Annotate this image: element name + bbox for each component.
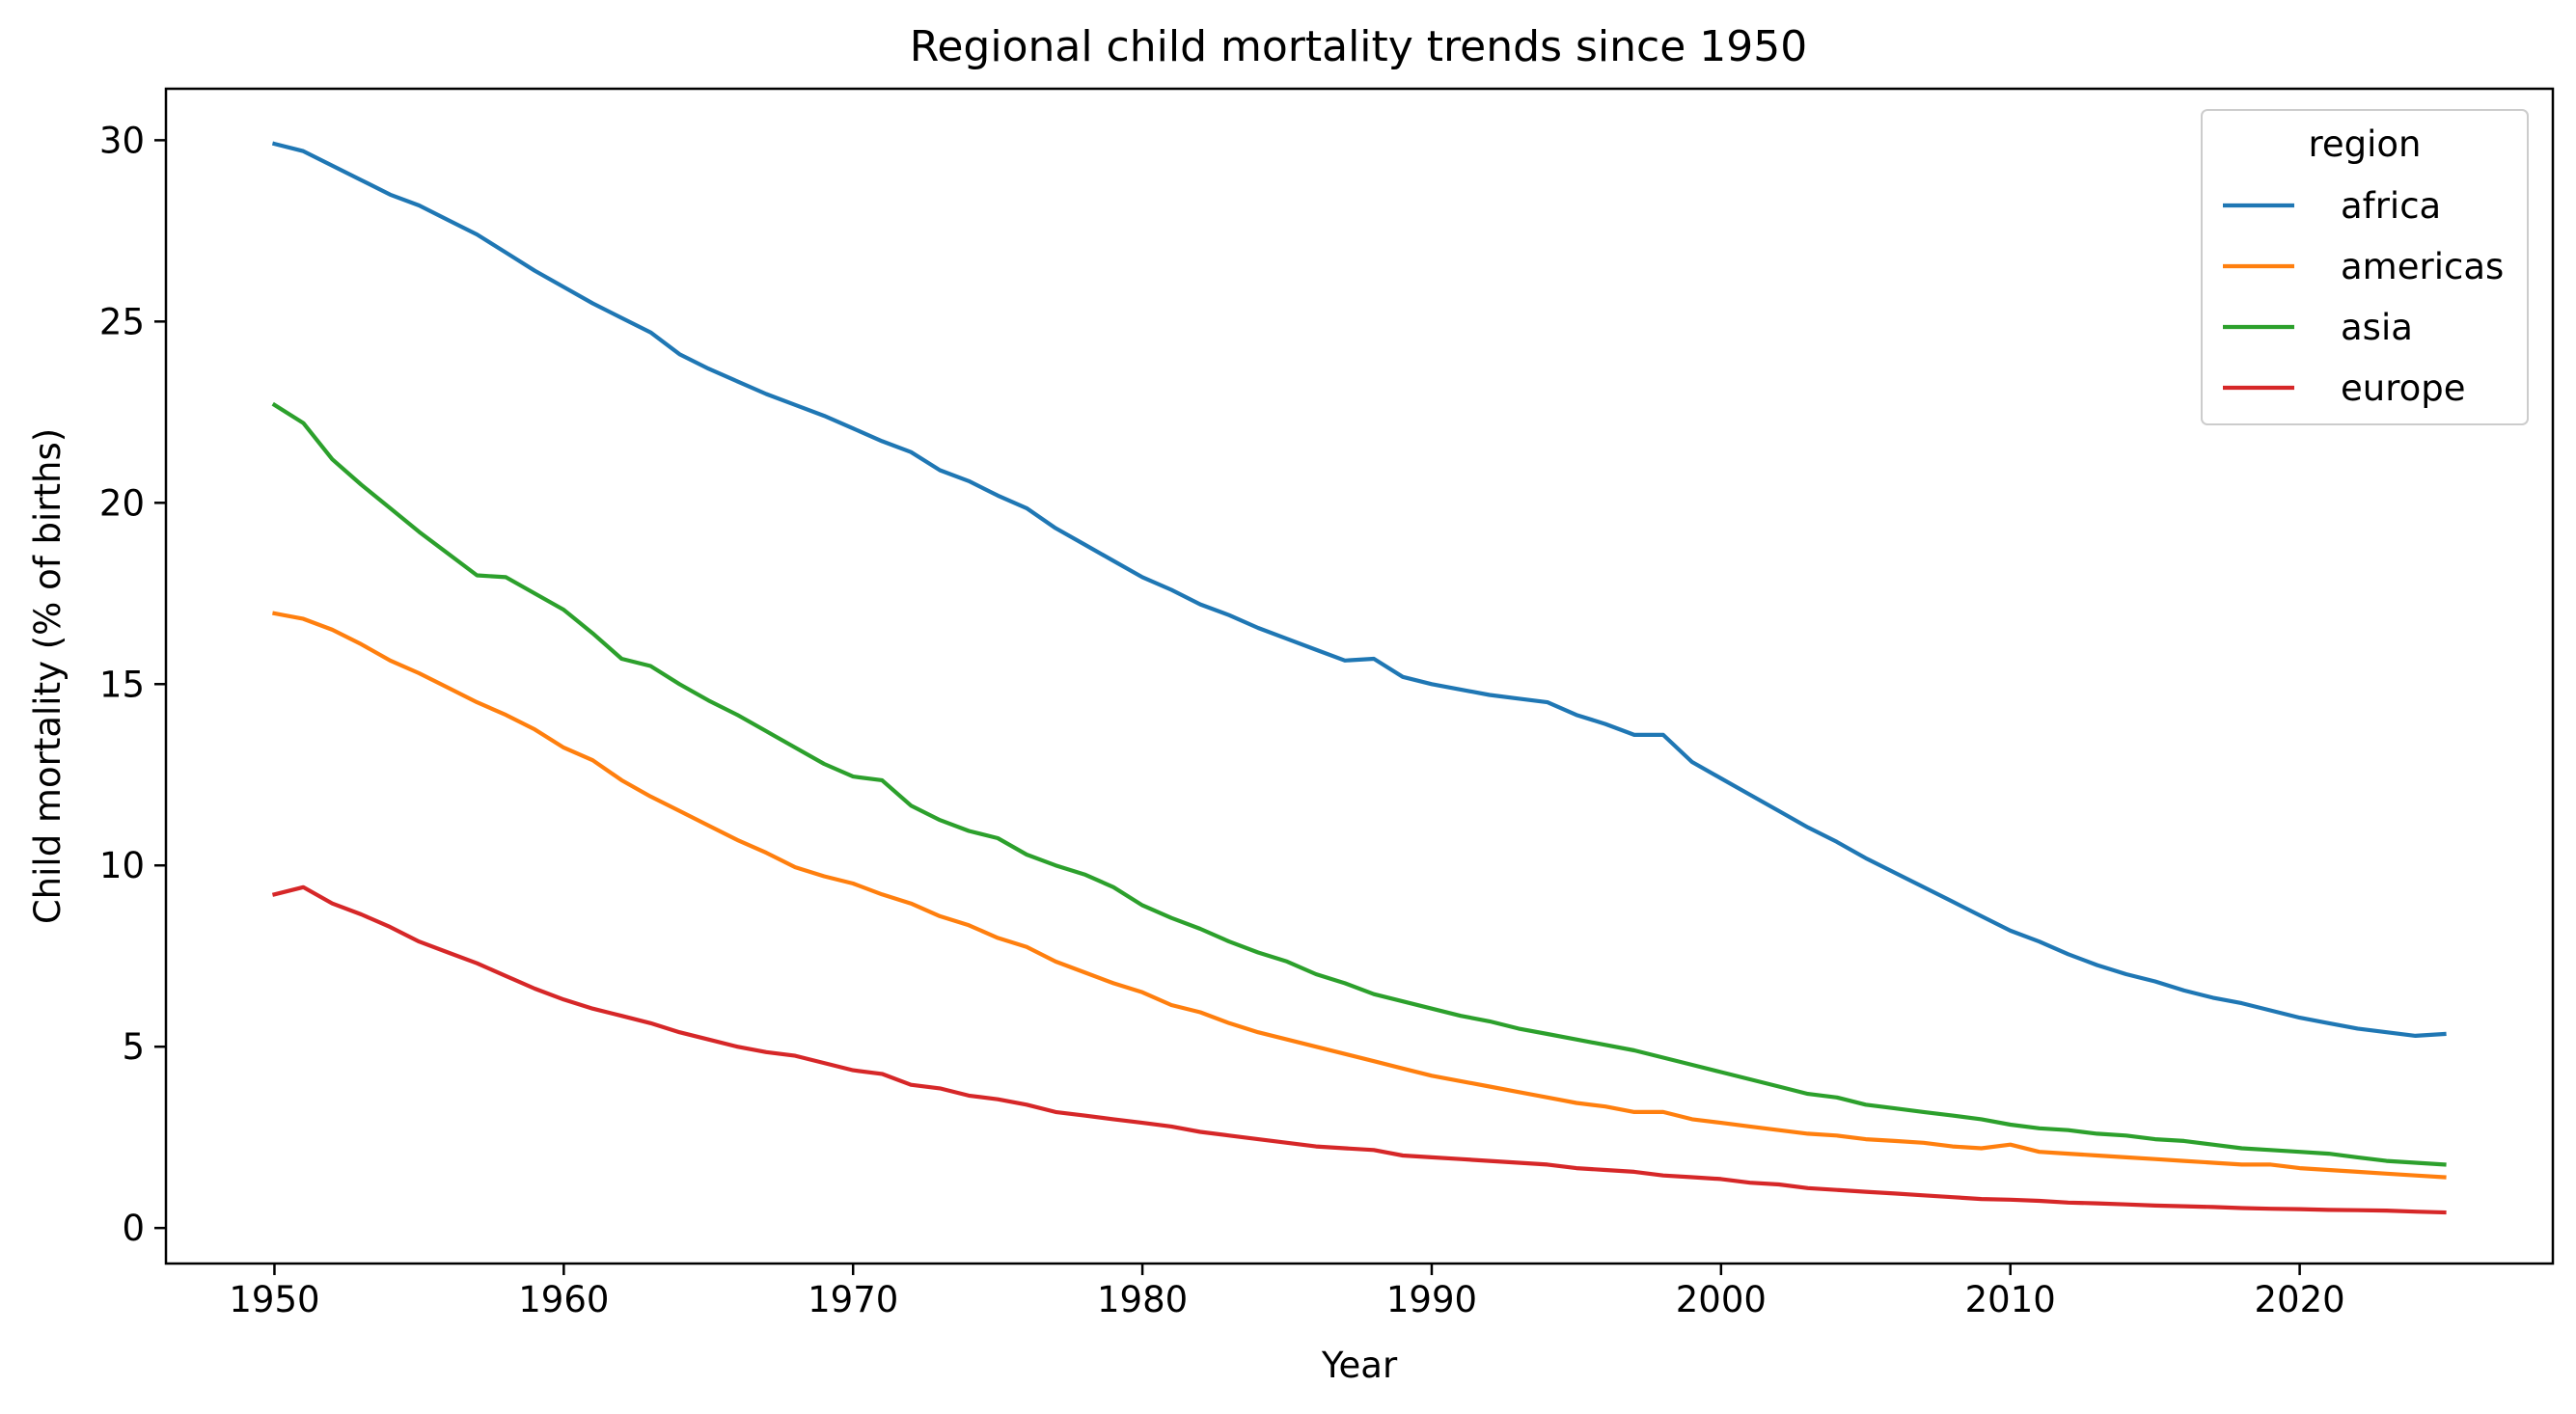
series-line-africa [271, 141, 2447, 1038]
x-tick-label: 1960 [518, 1279, 609, 1320]
legend-box [2201, 109, 2529, 425]
legend-items: africa americas asia europe [2223, 185, 2504, 409]
chart-title: Regional child mortality trends since 19… [910, 22, 1808, 71]
y-tick-label: 15 [99, 664, 145, 705]
y-tick-label: 20 [99, 482, 145, 524]
y-tick-label: 5 [122, 1026, 145, 1068]
legend: region africa americas asia europe [2201, 109, 2529, 425]
series-line-europe [271, 884, 2447, 1215]
x-tick-label: 1990 [1386, 1279, 1477, 1320]
x-tick-label: 2000 [1676, 1279, 1767, 1320]
series-layer [271, 141, 2447, 1215]
legend-label-europe: europe [2341, 367, 2466, 409]
legend-title: region [2308, 123, 2421, 165]
x-tick-label: 1970 [808, 1279, 898, 1320]
x-tick-label: 1980 [1097, 1279, 1188, 1320]
x-axis: 1950 1960 1970 1980 1990 2000 2010 2020 [229, 1264, 2345, 1320]
y-tick-label: 10 [99, 845, 145, 886]
x-tick-label: 1950 [229, 1279, 319, 1320]
series-line-asia [271, 401, 2447, 1167]
x-tick-label: 2010 [1965, 1279, 2056, 1320]
legend-label-americas: americas [2341, 246, 2504, 287]
plot-frame [164, 87, 2555, 1265]
y-axis: 0 5 10 15 20 25 30 [99, 120, 166, 1249]
y-tick-label: 25 [99, 301, 145, 342]
legend-label-africa: africa [2341, 185, 2441, 227]
y-tick-label: 30 [99, 120, 145, 161]
y-axis-label: Child mortality (% of births) [27, 428, 69, 924]
legend-label-asia: asia [2341, 307, 2413, 348]
series-line-americas [272, 611, 2447, 1180]
x-axis-label: Year [1321, 1345, 1398, 1386]
y-tick-label: 0 [122, 1208, 145, 1249]
x-tick-label: 2020 [2255, 1279, 2345, 1320]
